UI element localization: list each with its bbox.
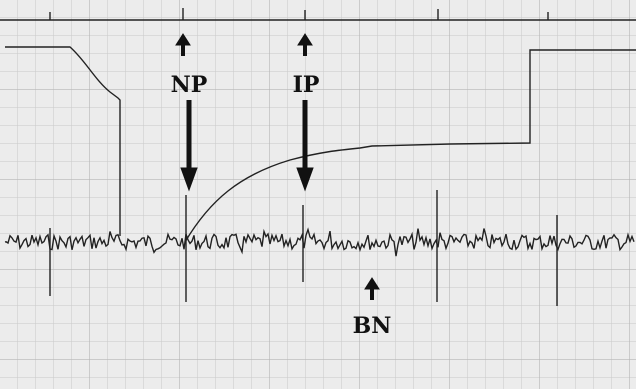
ip-label: IP: [293, 72, 320, 98]
np-label: NP: [171, 72, 208, 98]
bn-label: BN: [353, 313, 392, 339]
recording: NP IP BN: [0, 0, 636, 389]
paper-grid-major: [0, 0, 636, 389]
